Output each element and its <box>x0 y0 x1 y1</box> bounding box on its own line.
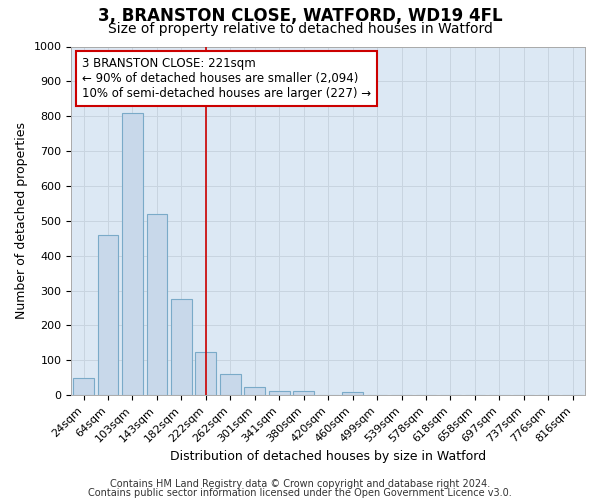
Bar <box>244 386 265 395</box>
Bar <box>98 235 118 395</box>
Y-axis label: Number of detached properties: Number of detached properties <box>15 122 28 320</box>
Bar <box>342 392 363 395</box>
Bar <box>171 300 192 395</box>
Bar <box>73 378 94 395</box>
Bar <box>293 391 314 395</box>
Text: Size of property relative to detached houses in Watford: Size of property relative to detached ho… <box>107 22 493 36</box>
Bar <box>196 352 216 395</box>
Bar <box>146 214 167 395</box>
Text: 3, BRANSTON CLOSE, WATFORD, WD19 4FL: 3, BRANSTON CLOSE, WATFORD, WD19 4FL <box>98 8 502 26</box>
Text: 3 BRANSTON CLOSE: 221sqm
← 90% of detached houses are smaller (2,094)
10% of sem: 3 BRANSTON CLOSE: 221sqm ← 90% of detach… <box>82 57 371 100</box>
Bar <box>122 113 143 395</box>
Text: Contains HM Land Registry data © Crown copyright and database right 2024.: Contains HM Land Registry data © Crown c… <box>110 479 490 489</box>
Bar <box>269 391 290 395</box>
Text: Contains public sector information licensed under the Open Government Licence v3: Contains public sector information licen… <box>88 488 512 498</box>
X-axis label: Distribution of detached houses by size in Watford: Distribution of detached houses by size … <box>170 450 486 462</box>
Bar <box>220 374 241 395</box>
